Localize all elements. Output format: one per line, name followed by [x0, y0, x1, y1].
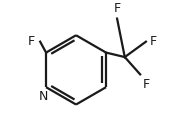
Text: F: F — [114, 2, 121, 15]
Text: F: F — [150, 35, 157, 48]
Text: F: F — [28, 35, 35, 48]
Text: N: N — [39, 90, 48, 103]
Text: F: F — [143, 78, 150, 91]
